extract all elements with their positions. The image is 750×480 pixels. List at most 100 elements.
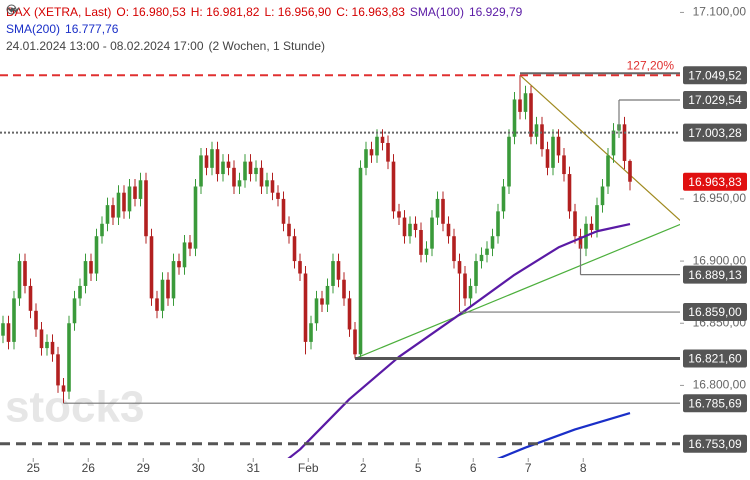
legend-name: SMA(100) (409, 5, 464, 19)
candle-body (556, 136, 561, 156)
date-range: 24.01.2024 13:00 - 08.02.2024 17:00 (6, 39, 204, 53)
candle-body (28, 285, 33, 311)
level-label: 16.753,09 (688, 437, 742, 451)
candle-body (540, 124, 544, 150)
level-box (683, 349, 747, 368)
candle-body (551, 136, 555, 168)
candle-body (166, 279, 170, 299)
candle-body (562, 155, 566, 175)
candle-body (424, 248, 429, 255)
x-tick-label: 31 (247, 461, 261, 475)
candle-body (237, 180, 242, 187)
candle-body (254, 167, 258, 175)
icon (6, 4, 17, 15)
candle-body (331, 261, 335, 286)
candle-body (325, 285, 330, 305)
candle-body (122, 192, 126, 212)
candle-body (578, 236, 583, 249)
candle-body (193, 186, 198, 249)
candle-body (507, 136, 511, 187)
x-tick-label: 7 (525, 461, 532, 475)
candle-body (413, 223, 418, 230)
candle-body (6, 323, 11, 342)
candle-body (408, 223, 412, 237)
candle-body (226, 161, 231, 168)
level-box (683, 265, 747, 284)
candle-body (23, 261, 27, 286)
x-tick-label: 25 (27, 461, 41, 475)
level-label: 17.049,52 (688, 68, 742, 82)
candle-body (265, 180, 269, 187)
x-tick-label: 30 (192, 461, 206, 475)
candle-body (452, 236, 456, 262)
high: H: 16.981,82 (190, 5, 260, 19)
y-tick-label: 16.950,00 (693, 191, 747, 205)
candle-body (243, 161, 247, 181)
level-label: 16.821,60 (688, 352, 742, 366)
candle-body (606, 155, 610, 187)
level-box (683, 434, 747, 453)
candle-body (248, 161, 253, 175)
candle-body (303, 273, 308, 342)
candle-body (402, 217, 407, 237)
candle-body (364, 149, 368, 168)
candle-body (94, 236, 99, 274)
candle-body (622, 124, 627, 161)
candle-body (204, 155, 209, 168)
candle-body (259, 167, 264, 187)
x-tick-label: 26 (82, 461, 96, 475)
candle-body (595, 205, 599, 230)
watermark: stock3 (5, 383, 144, 432)
header: DAX (XETRA, Last) O: 16.980,53 H: 16.981… (6, 4, 527, 55)
level-box (683, 303, 747, 322)
candle-body (342, 279, 346, 299)
candle-body (545, 149, 550, 168)
candle-body (17, 261, 22, 299)
candle-body (628, 160, 632, 182)
candle-body (419, 230, 423, 255)
candle-body (45, 341, 49, 349)
candle-body (534, 124, 539, 137)
candle-body (391, 161, 396, 212)
x-tick-label: 5 (415, 461, 422, 475)
trendline (354, 223, 680, 360)
candle-body (441, 198, 445, 224)
candle-body (127, 186, 132, 212)
candle-body (496, 211, 500, 237)
candle-body (100, 223, 104, 237)
sma-line (287, 222, 631, 458)
candle-body (573, 211, 577, 237)
candle-body (144, 180, 148, 237)
candle-body (298, 261, 302, 274)
candle-body (89, 261, 93, 274)
header-row: SMA(200) 16.777,76 (6, 7, 527, 38)
candle-body (474, 261, 478, 286)
level-label: 17.003,28 (688, 126, 742, 140)
header-row: DAX (XETRA, Last) O: 16.980,53 H: 16.981… (6, 4, 527, 21)
candle-body (78, 285, 82, 299)
candle-body (105, 205, 110, 224)
sma-line (496, 412, 631, 458)
candle-body (358, 167, 363, 355)
legend-name: SMA(200) (6, 22, 61, 36)
low: L: 16.956,90 (264, 5, 332, 19)
candle-body (281, 198, 286, 224)
legend-value: 16.929,79 (468, 5, 523, 19)
candle-body (232, 167, 236, 187)
candle-body (221, 161, 225, 175)
close: C: 16.963,83 (336, 5, 405, 19)
candle-body (479, 254, 484, 262)
candle-body (468, 285, 473, 299)
candle-body (50, 341, 55, 355)
instrument: DAX (XETRA, Last) (6, 5, 112, 19)
candle-body (463, 273, 467, 299)
candle-body (270, 180, 275, 193)
candle-body (523, 93, 528, 112)
candle-body (188, 242, 192, 249)
candle-body (435, 198, 440, 218)
candle-body (336, 261, 341, 280)
y-tick-label: 16.900,00 (693, 253, 747, 267)
candle-body (210, 149, 214, 168)
